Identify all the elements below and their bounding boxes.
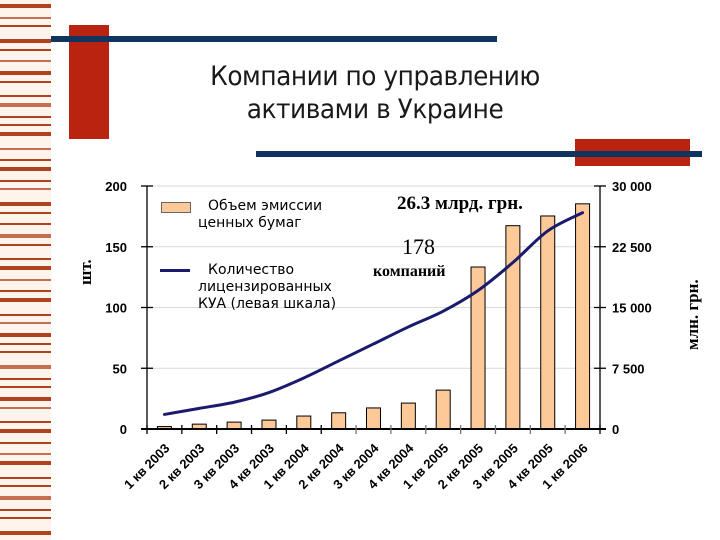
stripe — [0, 351, 51, 353]
stripe — [0, 258, 51, 260]
right-tick-label: 0 — [612, 422, 619, 437]
annotation-company-label: компаний — [373, 263, 446, 280]
bar — [400, 402, 416, 430]
stripe — [0, 60, 51, 62]
legend-bar-swatch — [161, 202, 191, 213]
stripe — [0, 429, 51, 433]
stripe — [0, 244, 51, 246]
stripe — [0, 477, 51, 479]
stripe — [0, 279, 51, 281]
decorative-navy-line-bottom — [256, 151, 702, 157]
stripe — [0, 314, 51, 316]
stripe — [0, 298, 51, 302]
left-tick-label: 0 — [120, 422, 127, 437]
left-tick-label: 150 — [105, 240, 127, 255]
decorative-navy-line-top — [51, 36, 497, 42]
slide-title: Компании по управлению активами в Украин… — [168, 60, 582, 126]
stripe — [0, 188, 51, 190]
stripe — [0, 509, 51, 511]
stripe — [0, 223, 51, 225]
bar-series — [156, 203, 591, 430]
stripe — [0, 212, 51, 214]
stripe — [0, 496, 51, 500]
line-series — [162, 211, 585, 416]
stripe — [0, 343, 51, 345]
stripe — [0, 517, 51, 519]
legend-line-line2: лицензированных — [198, 279, 332, 295]
bar — [575, 203, 591, 430]
stripe — [0, 71, 51, 75]
stripe — [0, 386, 51, 388]
stripe — [0, 290, 51, 292]
annotation-total-volume: 26.3 млрд. грн. — [397, 193, 523, 214]
stripe — [0, 180, 51, 182]
stripe — [0, 159, 51, 161]
annotation-company-count: 178 — [402, 234, 435, 259]
left-tick-label: 100 — [105, 301, 127, 316]
stripe — [0, 333, 51, 337]
left-tick-label: 200 — [105, 179, 127, 194]
stripe — [0, 124, 51, 126]
right-tick-label: 7 500 — [612, 361, 645, 376]
stripe — [0, 442, 51, 444]
legend-line-line1: Количество — [208, 262, 295, 278]
stripe — [0, 95, 51, 97]
left-axis-title: шт. — [76, 259, 95, 285]
stripe — [0, 49, 51, 51]
gridlines — [147, 185, 600, 369]
stripe — [0, 81, 51, 83]
stripe — [0, 407, 51, 409]
bar — [261, 419, 277, 430]
stripe — [0, 25, 51, 27]
stripe — [0, 485, 51, 487]
legend-line-label: Количество лицензированных КУА (левая шк… — [198, 262, 336, 313]
legend-bars-line2: ценных бумаг — [198, 215, 302, 231]
stripe — [0, 202, 51, 206]
bar — [331, 412, 347, 430]
stripe — [0, 322, 51, 324]
bar — [540, 215, 556, 430]
right-axis-title: млн. грн. — [683, 279, 702, 350]
title-line-1: Компании по управлению — [210, 61, 540, 92]
stripe — [0, 39, 51, 43]
legend-bars-line1: Объем эмиссии — [208, 198, 323, 214]
stripe — [0, 148, 51, 150]
right-tick-label: 15 000 — [612, 301, 652, 316]
axes: 200 150 100 50 0 30 000 22 500 15 000 7 500 0 — [105, 179, 651, 437]
bar — [366, 407, 381, 430]
bar — [435, 389, 451, 430]
decorative-red-block-top — [69, 25, 109, 139]
stripe — [0, 421, 51, 423]
stripe — [0, 234, 51, 238]
legend-line-swatch — [160, 269, 190, 272]
stripe — [0, 531, 51, 535]
stripe — [0, 378, 51, 380]
legend-line-line3: КУА (левая шкала) — [198, 296, 337, 312]
title-line-2: активами в Украине — [246, 94, 504, 125]
stripe — [0, 4, 51, 8]
bar — [226, 421, 242, 430]
stripe — [0, 365, 51, 369]
kua-count-line — [162, 211, 585, 416]
stripe — [0, 103, 51, 107]
left-tick-label: 50 — [113, 361, 127, 376]
right-tick-label: 30 000 — [612, 179, 652, 194]
stripe — [0, 132, 51, 136]
stripe — [0, 17, 51, 19]
stripe — [0, 167, 51, 171]
bar — [296, 415, 312, 430]
legend-bars-label: Объем эмиссии ценных бумаг — [198, 198, 322, 232]
stripe — [0, 116, 51, 118]
stripe — [0, 397, 51, 401]
stripe — [0, 453, 51, 455]
stripe — [0, 266, 51, 270]
right-tick-label: 22 500 — [612, 240, 652, 255]
decorative-stripes — [0, 0, 51, 540]
stripe — [0, 461, 51, 465]
